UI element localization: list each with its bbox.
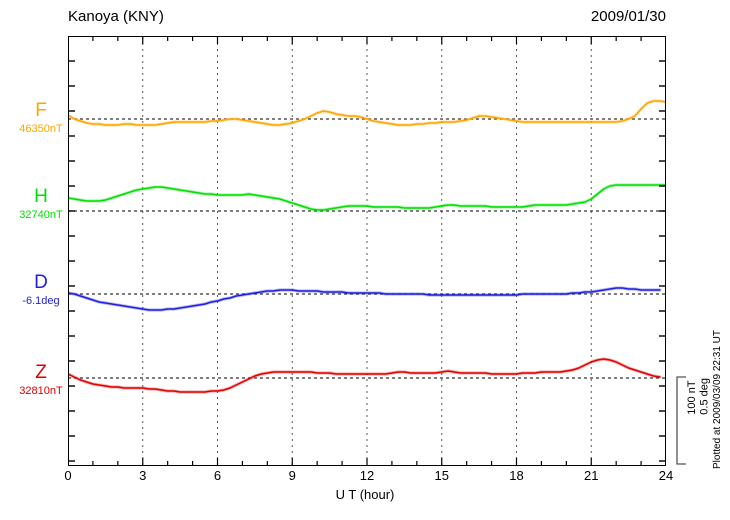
x-tick-label: 24 (658, 468, 674, 483)
trace-glow-d (68, 286, 662, 312)
x-tick-label: 9 (288, 468, 296, 483)
trace-z (68, 358, 661, 393)
page-title: Kanoya (KNY) (68, 8, 164, 25)
trace-f (68, 100, 666, 126)
plot-frame (68, 36, 666, 466)
component-value-z: 32810nT (19, 384, 63, 397)
axis-label-h: H 32740nT (14, 186, 68, 221)
grid-lines (142, 37, 592, 465)
magnetogram-plot (68, 36, 666, 466)
x-tick-label: 15 (434, 468, 449, 483)
data-series-layer (68, 99, 666, 394)
x-tick-label: 21 (584, 468, 599, 483)
scale-bar-line-2: 0.5 deg (698, 378, 711, 415)
scale-bar-caption: 100 nT 0.5 deg (686, 378, 730, 415)
axis-label-z: Z 32810nT (14, 362, 68, 397)
x-tick-label: 3 (139, 468, 147, 483)
observation-date: 2009/01/30 (590, 8, 666, 25)
axis-label-f: F 46350nT (14, 100, 68, 135)
trace-glow-z (68, 357, 662, 394)
scale-bar (676, 376, 686, 465)
component-value-d: -6.1deg (22, 294, 60, 307)
component-letter-h: H (34, 186, 48, 207)
trace-d (68, 287, 661, 311)
component-value-h: 32740nT (19, 208, 63, 221)
scale-bar-line-1: 100 nT (686, 380, 698, 415)
plot-timestamp: Plotted at 2009/03/09 22:31 UT (712, 330, 723, 469)
component-letter-d: D (34, 272, 48, 293)
x-tick-label: 0 (64, 468, 72, 483)
x-tick-label: 12 (359, 468, 375, 483)
scale-bar-bracket (676, 376, 686, 465)
plot-area (68, 36, 666, 466)
x-axis-title: U T (hour) (335, 487, 395, 502)
x-tick-label: 6 (213, 468, 222, 483)
component-letter-f: F (35, 100, 47, 121)
trace-h (68, 184, 666, 211)
axis-label-d: D -6.1deg (14, 272, 68, 307)
component-value-f: 46350nT (19, 122, 63, 135)
plot-border (68, 36, 666, 466)
x-tick-label: 18 (509, 468, 524, 483)
component-letter-z: Z (35, 362, 47, 383)
axis-ticks (68, 36, 666, 466)
